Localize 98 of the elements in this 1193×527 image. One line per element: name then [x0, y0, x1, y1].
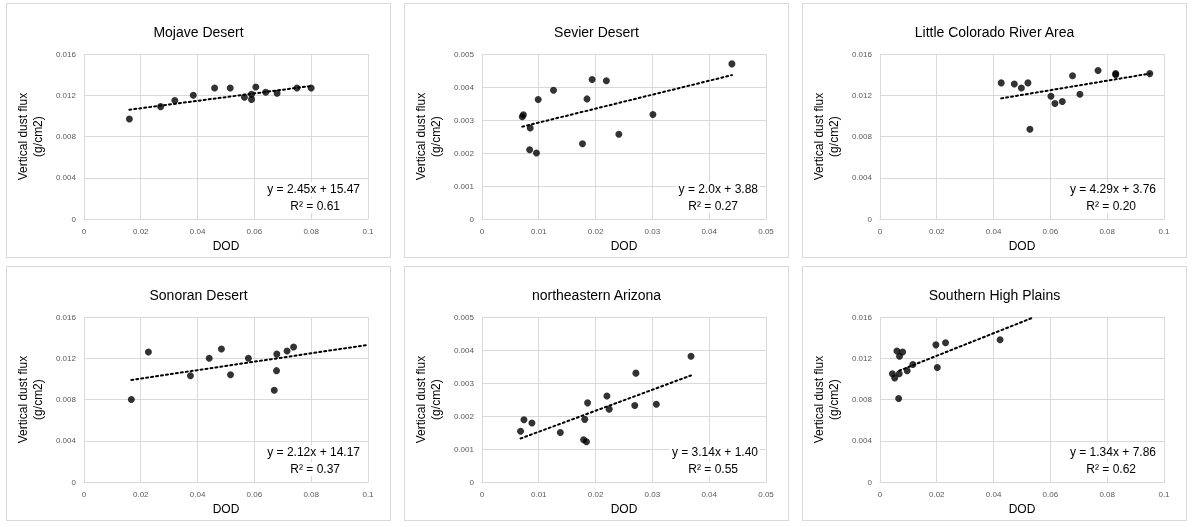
x-tick-label: 0.08 [303, 226, 320, 236]
x-axis-title: DOD [212, 502, 240, 516]
y-axis-title: Vertical dust flux (g/cm2) [413, 355, 443, 444]
x-tick-label: 0.01 [530, 226, 548, 236]
x-axis-title: DOD [610, 239, 638, 253]
chart-title: Southern High Plains [928, 287, 1061, 303]
y-tick-label: 0.004 [55, 173, 77, 183]
x-tick-label: 0.02 [587, 226, 604, 236]
x-axis-title: DOD [610, 502, 638, 516]
y-axis-title: Vertical dust flux (g/cm2) [413, 92, 443, 181]
x-tick-label: 0.08 [1099, 489, 1116, 499]
y-tick-label: 0.016 [55, 49, 77, 59]
y-axis-title: Vertical dust flux (g/cm2) [15, 92, 45, 181]
x-tick-label: 0.01 [530, 489, 548, 499]
chart-title: Sevier Desert [554, 24, 640, 40]
x-tick-label: 0.04 [701, 489, 718, 499]
y-tick-label: 0.001 [453, 181, 475, 191]
x-tick-label: 0.02 [132, 489, 150, 499]
annotation: R² = 0.37 [290, 462, 341, 476]
x-tick-label: 0.08 [303, 489, 320, 499]
annotation: R² = 0.27 [688, 199, 739, 213]
x-tick-label: 0.04 [985, 226, 1002, 236]
x-axis-title: DOD [1008, 502, 1036, 516]
y-tick-label: 0 [867, 477, 873, 487]
y-tick-label: 0.008 [851, 132, 873, 142]
y-tick-label: 0 [867, 214, 873, 224]
y-tick-label: 0.004 [453, 345, 475, 355]
annotation: y = 1.34x + 7.86 [1069, 445, 1157, 459]
x-axis-title: DOD [1008, 239, 1036, 253]
y-axis-title: Vertical dust flux (g/cm2) [15, 355, 45, 444]
y-tick-label: 0 [71, 214, 77, 224]
y-tick-label: 0 [469, 477, 475, 487]
x-tick-label: 0.06 [246, 226, 263, 236]
y-axis-title: Vertical dust flux (g/cm2) [811, 355, 841, 444]
x-tick-label: 0 [877, 489, 883, 499]
x-tick-label: 0.1 [1158, 226, 1171, 236]
chart-title: Sonoran Desert [149, 287, 248, 303]
y-tick-label: 0.016 [851, 49, 873, 59]
x-tick-label: 0.06 [1042, 226, 1059, 236]
y-tick-label: 0.008 [851, 395, 873, 405]
x-tick-label: 0.1 [1158, 489, 1171, 499]
x-tick-label: 0.1 [362, 226, 375, 236]
x-tick-label: 0.05 [758, 489, 775, 499]
x-tick-label: 0.05 [758, 226, 775, 236]
x-tick-label: 0 [479, 489, 485, 499]
chart-title: Mojave Desert [153, 24, 244, 40]
annotation: R² = 0.20 [1086, 199, 1137, 213]
x-tick-label: 0.02 [928, 226, 946, 236]
annotation: R² = 0.61 [290, 199, 341, 213]
x-tick-label: 0 [81, 226, 87, 236]
x-axis-title: DOD [212, 239, 240, 253]
y-tick-label: 0.016 [851, 312, 873, 322]
annotation: y = 3.14x + 1.40 [671, 445, 759, 459]
x-tick-label: 0 [877, 226, 883, 236]
y-tick-label: 0.008 [55, 132, 77, 142]
x-tick-label: 0.02 [587, 489, 604, 499]
y-tick-label: 0.001 [453, 444, 475, 454]
y-tick-label: 0.008 [55, 395, 77, 405]
chart-title: northeastern Arizona [531, 287, 662, 303]
annotation: y = 4.29x + 3.76 [1069, 182, 1157, 196]
x-tick-label: 0 [479, 226, 485, 236]
y-tick-label: 0.012 [55, 353, 77, 363]
annotation: y = 2.0x + 3.88 [678, 182, 759, 196]
y-tick-label: 0.012 [851, 90, 873, 100]
y-tick-label: 0.003 [453, 115, 475, 125]
annotation: R² = 0.55 [688, 462, 739, 476]
x-tick-label: 0.04 [985, 489, 1002, 499]
x-tick-label: 0.04 [189, 226, 206, 236]
annotation: y = 2.45x + 15.47 [267, 182, 361, 196]
y-tick-label: 0 [71, 477, 77, 487]
y-tick-label: 0.012 [55, 90, 77, 100]
x-tick-label: 0.04 [701, 226, 718, 236]
x-tick-label: 0.08 [1099, 226, 1116, 236]
annotation: R² = 0.62 [1086, 462, 1137, 476]
x-tick-label: 0.03 [644, 489, 661, 499]
y-axis-title: Vertical dust flux (g/cm2) [811, 92, 841, 181]
y-tick-label: 0.004 [453, 82, 475, 92]
y-tick-label: 0.002 [453, 411, 475, 421]
annotation: y = 2.12x + 14.17 [267, 445, 361, 459]
y-tick-label: 0.012 [851, 353, 873, 363]
x-tick-label: 0.04 [189, 489, 206, 499]
chart-title: Little Colorado River Area [914, 24, 1075, 40]
x-tick-label: 0.06 [1042, 489, 1059, 499]
x-tick-label: 0.03 [644, 226, 661, 236]
x-tick-label: 0 [81, 489, 87, 499]
x-tick-label: 0.02 [928, 489, 946, 499]
y-tick-label: 0.004 [55, 436, 77, 446]
y-tick-label: 0 [469, 214, 475, 224]
y-tick-label: 0.016 [55, 312, 77, 322]
y-tick-label: 0.005 [453, 49, 475, 59]
y-tick-label: 0.004 [851, 436, 873, 446]
x-tick-label: 0.06 [246, 489, 263, 499]
y-tick-label: 0.002 [453, 148, 475, 158]
y-tick-label: 0.003 [453, 378, 475, 388]
y-tick-label: 0.005 [453, 312, 475, 322]
x-tick-label: 0.1 [362, 489, 375, 499]
x-tick-label: 0.02 [132, 226, 150, 236]
y-tick-label: 0.004 [851, 173, 873, 183]
